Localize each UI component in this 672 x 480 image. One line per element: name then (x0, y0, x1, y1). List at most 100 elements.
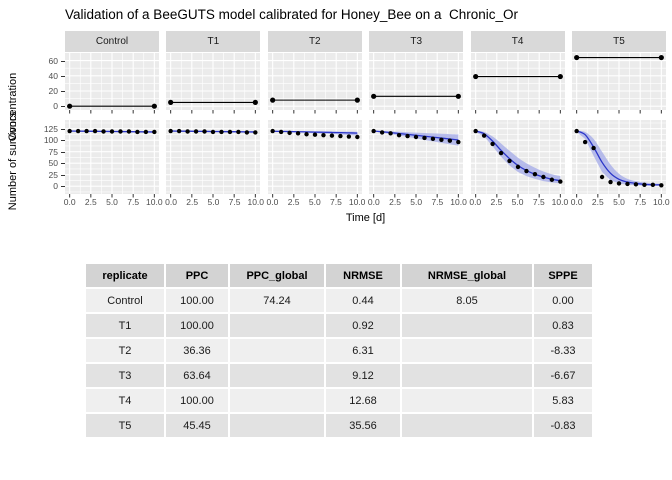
stats-cell: 12.68 (325, 388, 401, 413)
facet-strip-t5: T5 (572, 31, 666, 52)
stats-cell: 0.44 (325, 288, 401, 313)
survival-panel-t4 (470, 120, 565, 198)
table-row-t5: T5 45.45 35.56 -0.83 (85, 413, 593, 438)
concentration-panel-control (65, 53, 159, 114)
y-tick-mark (61, 106, 65, 108)
y-tick-label: 100 (43, 135, 58, 146)
x-tick-label: 2.5 (186, 197, 199, 207)
stats-cell: 36.36 (165, 338, 229, 363)
stats-cell (401, 363, 533, 388)
x-tick-label: 5.0 (410, 197, 423, 207)
stats-cell: 6.31 (325, 338, 401, 363)
facet-strip-t4: T4 (470, 31, 565, 52)
stats-cell: -8.33 (533, 338, 593, 363)
x-tick-label: 0.0 (266, 197, 279, 207)
y-tick-mark (61, 186, 65, 188)
stats-cell: T2 (85, 338, 165, 363)
concentration-panel-t3 (369, 53, 464, 114)
y-tick-label: 0 (53, 181, 58, 192)
stats-cell: 63.64 (165, 363, 229, 388)
stats-header-cell: NRMSE_global (401, 263, 533, 288)
stats-cell: 100.00 (165, 288, 229, 313)
stats-header-cell: PPC (165, 263, 229, 288)
stats-cell: T1 (85, 313, 165, 338)
facet-strip-t1: T1 (166, 31, 261, 52)
stats-cell: T5 (85, 413, 165, 438)
stats-cell (229, 363, 325, 388)
x-tick-label: 0.0 (469, 197, 482, 207)
x-tick-label: 10.0 (348, 197, 366, 207)
concentration-panel-t2 (267, 53, 362, 114)
y-tick-label: 40 (48, 70, 58, 81)
x-tick-label: 0.0 (165, 197, 177, 207)
x-tick-label: 7.5 (532, 197, 545, 207)
survival-panel-t3 (369, 120, 464, 198)
x-tick-label: 7.5 (127, 197, 140, 207)
y-tick-mark (61, 163, 65, 165)
survival-panel-t2 (267, 120, 362, 198)
stats-cell: 8.05 (401, 288, 533, 313)
x-tick-label: 0.0 (570, 197, 583, 207)
survivors-axis-label: Number of survivors (7, 111, 19, 211)
stats-cell: 45.45 (165, 413, 229, 438)
x-tick-label: 5.0 (207, 197, 220, 207)
x-tick-label: 2.5 (389, 197, 401, 207)
stats-cell: 74.24 (229, 288, 325, 313)
stats-cell: T3 (85, 363, 165, 388)
y-tick-mark (61, 91, 65, 92)
stats-cell: 0.92 (325, 313, 401, 338)
stats-header-row: replicate PPC PPC_global NRMSE NRMSE_global S… (85, 263, 593, 288)
survival-panel-control (65, 120, 159, 198)
x-tick-label: 2.5 (490, 197, 503, 207)
x-tick-label: 0.0 (63, 197, 76, 207)
y-tick-mark (61, 60, 65, 62)
survival-panel-t5 (572, 120, 666, 198)
y-tick-mark (61, 140, 65, 142)
table-row-t1: T1 100.00 0.92 0.83 (85, 313, 593, 338)
facet-strip-t2: T2 (267, 31, 362, 52)
y-tick-label: 75 (48, 146, 58, 157)
y-tick-label: 125 (43, 123, 58, 134)
stats-cell: 35.56 (325, 413, 401, 438)
survival-panel-t1 (166, 120, 261, 198)
x-tick-label: 10.0 (551, 197, 569, 207)
stats-cell (229, 338, 325, 363)
x-tick-label: 10.0 (653, 197, 670, 207)
plot-title: Validation of a BeeGUTS model calibrated… (65, 7, 518, 22)
concentration-panel-t1 (166, 53, 261, 114)
stats-header-cell: replicate (85, 263, 165, 288)
stats-cell: 100.00 (165, 388, 229, 413)
y-tick-label: 60 (48, 55, 58, 66)
x-tick-label: 7.5 (634, 197, 647, 207)
stats-cell (229, 313, 325, 338)
stats-header-cell: PPC_global (229, 263, 325, 288)
y-tick-label: 25 (48, 169, 58, 180)
x-tick-label: 7.5 (330, 197, 342, 207)
table-row-t4: T4 100.00 12.68 5.83 (85, 388, 593, 413)
y-tick-label: 0 (53, 101, 58, 112)
x-tick-label: 7.5 (228, 197, 241, 207)
table-row-control: Control 100.00 74.24 0.44 8.05 0.00 (85, 288, 593, 313)
stats-cell (229, 388, 325, 413)
x-tick-label: 5.0 (511, 197, 524, 207)
facet-strip-control: Control (65, 31, 159, 52)
x-tick-label: 5.0 (613, 197, 625, 207)
y-tick-label: 50 (48, 158, 58, 169)
table-row-t2: T2 36.36 6.31 -8.33 (85, 338, 593, 363)
table-row-t3: T3 63.64 9.12 -6.67 (85, 363, 593, 388)
x-tick-label: 2.5 (591, 197, 604, 207)
x-tick-label: 10.0 (450, 197, 467, 207)
concentration-panel-t4 (470, 53, 565, 114)
x-tick-label: 2.5 (84, 197, 97, 207)
stats-cell (229, 413, 325, 438)
x-tick-label: 10.0 (247, 197, 265, 207)
stats-cell: -0.83 (533, 413, 593, 438)
stats-cell: Control (85, 288, 165, 313)
y-tick-mark (61, 174, 65, 176)
stats-cell (401, 338, 533, 363)
y-tick-mark (61, 75, 65, 77)
stats-cell: -6.67 (533, 363, 593, 388)
x-tick-label: 2.5 (287, 197, 300, 207)
stats-header-cell: NRMSE (325, 263, 401, 288)
